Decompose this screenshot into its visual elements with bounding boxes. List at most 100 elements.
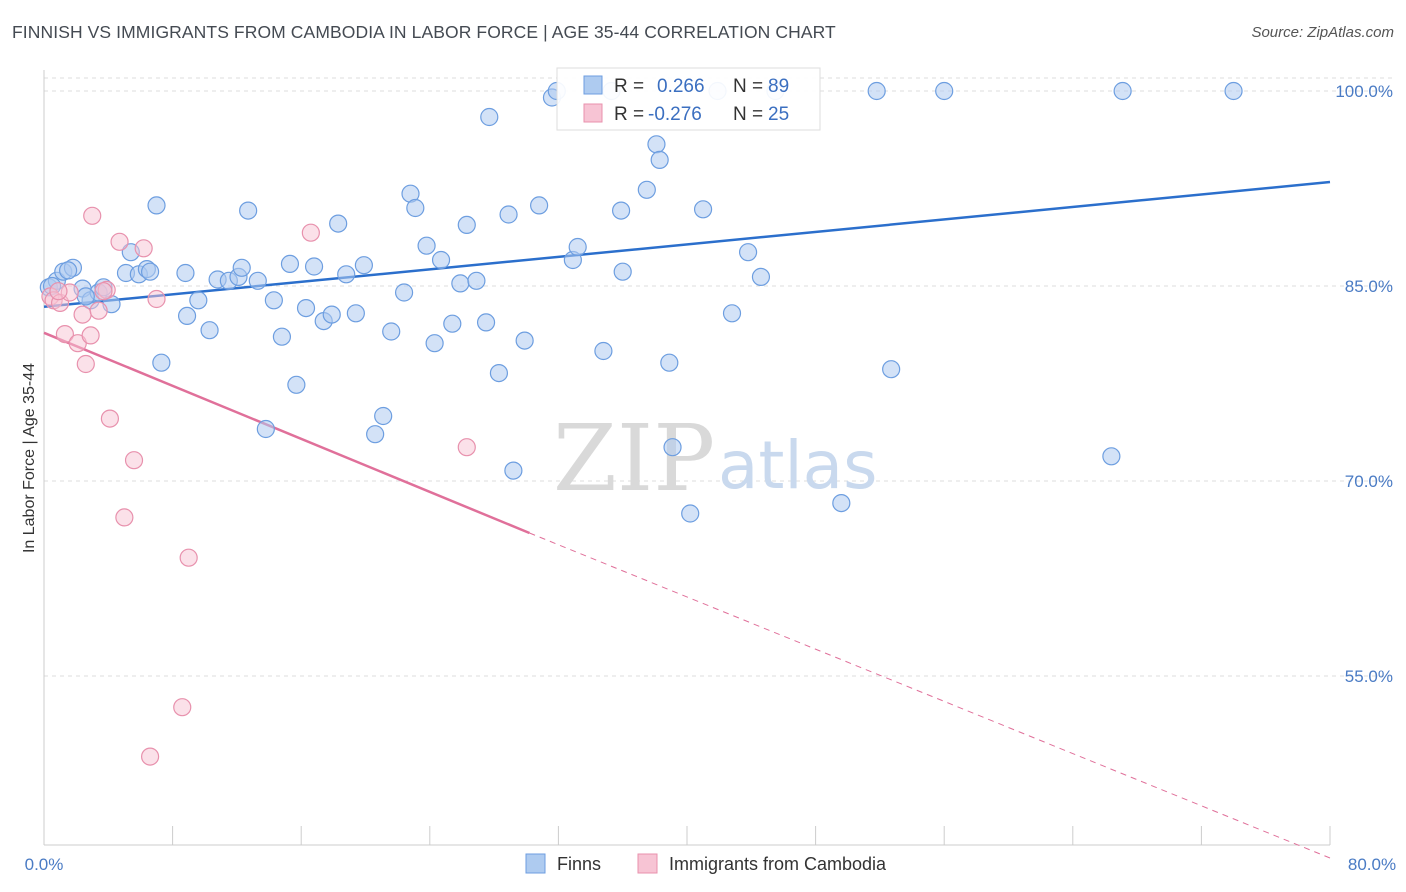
bottom-legend-swatch-finns (525, 853, 546, 874)
point-finns (140, 262, 160, 281)
point-finns (594, 341, 613, 361)
point-finns (425, 334, 444, 353)
point-finns (1102, 447, 1121, 466)
point-finns (431, 250, 451, 270)
point-cambodia (173, 698, 192, 717)
gridlines (44, 77, 1394, 677)
point-finns (650, 150, 669, 169)
point-finns (59, 261, 78, 280)
point-finns (1224, 81, 1243, 101)
watermark: ZIP atlas (553, 405, 878, 512)
point-finns (832, 494, 851, 513)
point-finns (248, 271, 267, 290)
y-tick-label: 55.0% (1345, 667, 1393, 686)
point-finns (200, 321, 219, 340)
point-finns (287, 375, 306, 394)
point-finns (1113, 81, 1132, 101)
legend-swatch-cambodia (583, 103, 603, 123)
point-cambodia (124, 451, 144, 470)
point-finns (751, 267, 771, 286)
y-tick-label: 100.0% (1335, 82, 1393, 101)
point-finns (480, 107, 499, 127)
point-finns (515, 331, 534, 350)
bottom-legend-cambodia: Immigrants from Cambodia (669, 854, 887, 874)
point-cambodia (140, 747, 160, 766)
point-finns (354, 256, 373, 275)
chart-title: FINNISH VS IMMIGRANTS FROM CAMBODIA IN L… (12, 22, 836, 42)
bottom-legend-swatch-cambodia (637, 853, 658, 874)
legend-r-value-cambodia: -0.276 (648, 104, 702, 125)
point-finns (504, 461, 523, 480)
x-tick-label-max: 80.0% (1348, 855, 1396, 874)
point-finns (152, 353, 171, 372)
point-finns (256, 419, 275, 439)
point-finns (280, 254, 300, 273)
point-cambodia (89, 301, 108, 320)
legend-box: R = 0.266 N = 89 R = -0.276 N = 25 (556, 67, 821, 131)
legend-r-label-finns: R = (614, 76, 644, 97)
watermark-atlas: atlas (718, 427, 878, 504)
bottom-legend: Finns Immigrants from Cambodia (525, 853, 887, 874)
point-finns (366, 425, 385, 444)
point-finns (613, 262, 632, 281)
point-finns (451, 274, 470, 293)
point-finns (660, 353, 679, 372)
point-finns (882, 360, 901, 379)
bottom-legend-finns: Finns (557, 854, 601, 874)
point-finns (232, 258, 251, 277)
point-finns (489, 364, 509, 383)
point-finns (499, 205, 518, 224)
point-finns (329, 214, 348, 233)
point-cambodia (81, 326, 100, 345)
point-cambodia (100, 409, 120, 428)
point-cambodia (94, 282, 113, 301)
legend-n-label-cambodia: N = (733, 104, 763, 125)
trend-line-cambodia-extension (529, 532, 1331, 859)
point-finns (681, 504, 700, 523)
point-finns (406, 198, 425, 218)
x-tick-label-min: 0.0% (25, 855, 64, 874)
point-finns (346, 304, 365, 323)
point-cambodia (55, 325, 74, 344)
point-finns (382, 322, 401, 341)
trend-line-cambodia (43, 331, 530, 535)
point-finns (722, 304, 742, 323)
source-label: Source: ZipAtlas.com (1251, 24, 1394, 41)
point-finns (935, 81, 954, 101)
point-finns (147, 196, 166, 215)
x-ticks (172, 826, 1331, 845)
point-cambodia (457, 438, 476, 457)
point-cambodia (73, 305, 92, 324)
point-cambodia (76, 354, 95, 374)
point-cambodia (134, 239, 153, 258)
point-finns (457, 215, 476, 234)
point-cambodia (179, 548, 198, 567)
point-cambodia (83, 206, 102, 225)
series-cambodia (41, 206, 476, 766)
point-finns (296, 299, 316, 318)
point-cambodia (115, 508, 134, 527)
point-finns (272, 327, 292, 346)
point-cambodia (49, 282, 68, 301)
point-finns (394, 283, 414, 302)
trend-line-finns (43, 180, 1331, 309)
legend-n-value-finns: 89 (768, 76, 789, 97)
legend-r-value-finns: 0.266 (657, 76, 705, 97)
point-finns (738, 243, 758, 262)
point-cambodia (110, 232, 129, 251)
point-finns (663, 438, 682, 457)
point-finns (647, 135, 666, 154)
y-tick-label: 70.0% (1345, 472, 1393, 491)
point-finns (637, 180, 656, 199)
legend-r-label-cambodia: R = (614, 104, 644, 125)
point-finns (374, 406, 393, 426)
point-finns (530, 196, 549, 215)
point-finns (337, 265, 356, 284)
point-cambodia (147, 289, 166, 309)
point-finns (467, 271, 486, 290)
point-finns (568, 237, 587, 257)
y-tick-labels: 55.0% 70.0% 85.0% 100.0% (1335, 82, 1393, 686)
watermark-zip: ZIP (553, 405, 715, 512)
point-finns (189, 291, 208, 310)
